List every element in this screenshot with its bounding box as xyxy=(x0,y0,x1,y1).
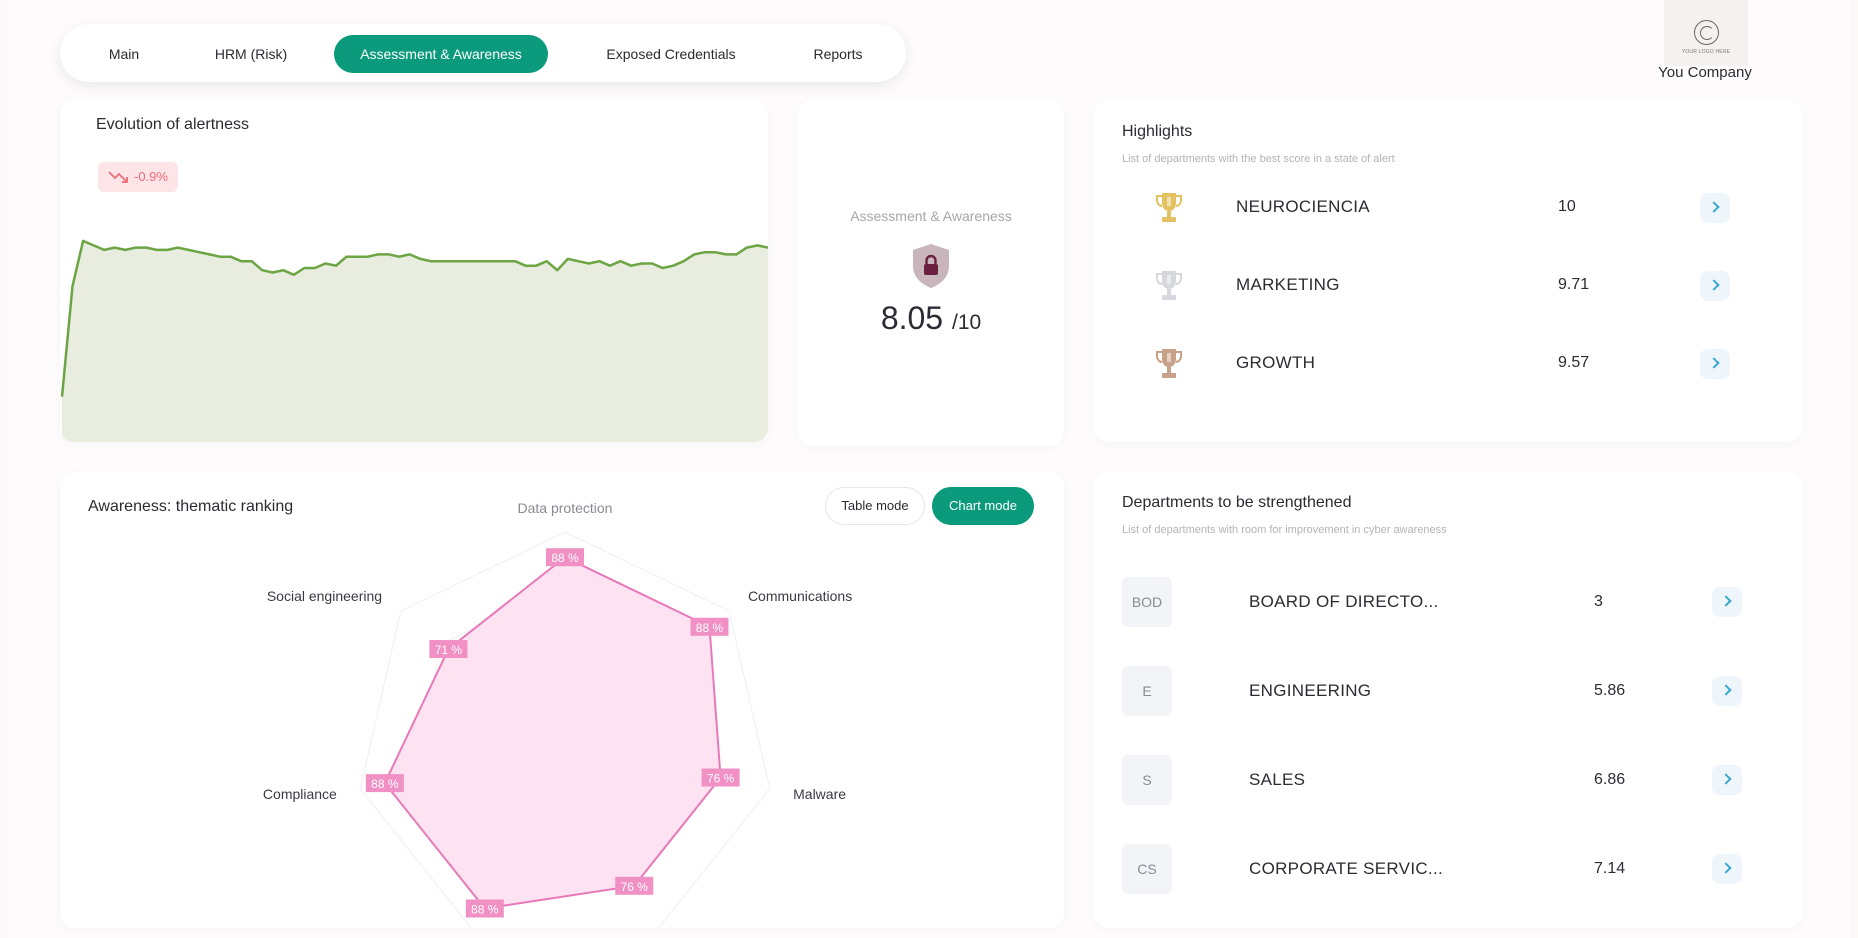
highlight-open-button[interactable] xyxy=(1700,271,1730,301)
chevron-right-icon xyxy=(1708,201,1720,213)
highlight-row: MARKETING 9.71 xyxy=(1094,261,1802,311)
radar-value-label: 76 % xyxy=(707,772,735,786)
ranking-card: Awareness: thematic ranking Table mode C… xyxy=(60,472,1064,928)
radar-value-badge: 76 % xyxy=(701,768,740,787)
silver-trophy-icon xyxy=(1156,271,1182,300)
highlight-open-button[interactable] xyxy=(1700,193,1730,223)
radar-value-label: 76 % xyxy=(621,880,649,894)
evolution-card: Evolution of alertness -0.9% xyxy=(60,100,768,442)
radar-category-label: Communications xyxy=(748,588,852,604)
evolution-line xyxy=(60,239,768,397)
highlights-subtitle: List of departments with the best score … xyxy=(1122,153,1395,165)
departments-title: Departments to be strengthened xyxy=(1122,494,1352,511)
shield-lock-icon xyxy=(913,244,949,288)
tab-exposed-credentials[interactable]: Exposed Credentials xyxy=(606,46,736,62)
company-logo: YOUR LOGO HERE xyxy=(1664,0,1748,66)
department-score: 6.86 xyxy=(1594,771,1626,788)
evolution-area xyxy=(62,240,768,442)
highlight-score: 10 xyxy=(1558,198,1576,215)
radar-category-label: Social engineering xyxy=(267,588,382,604)
radar-value-badge: 88 % xyxy=(690,617,729,636)
radar-value-label: 88 % xyxy=(696,621,724,635)
department-score: 7.14 xyxy=(1594,860,1626,877)
department-score: 5.86 xyxy=(1594,682,1626,699)
department-row: E ENGINEERING 5.86 xyxy=(1094,666,1802,716)
highlight-department-name: MARKETING xyxy=(1236,275,1340,294)
trend-badge: -0.9% xyxy=(98,162,178,192)
chevron-right-icon xyxy=(1720,773,1732,785)
highlights-card: Highlights List of departments with the … xyxy=(1094,100,1802,442)
trend-value: -0.9% xyxy=(134,169,168,184)
chevron-right-icon xyxy=(1720,862,1732,874)
company-name: You Company xyxy=(1658,64,1752,81)
department-row: BOD BOARD OF DIRECTO... 3 xyxy=(1094,577,1802,627)
department-avatar: BOD xyxy=(1122,577,1172,627)
tab-main[interactable]: Main xyxy=(108,46,140,62)
department-name: BOARD OF DIRECTO... xyxy=(1249,592,1439,611)
evolution-chart xyxy=(60,239,768,442)
radar-value-badge: 76 % xyxy=(615,876,654,895)
department-open-button[interactable] xyxy=(1712,854,1742,884)
highlight-row: NEUROCIENCIA 10 xyxy=(1094,183,1802,233)
highlight-department-name: NEUROCIENCIA xyxy=(1236,197,1370,216)
radar-value-label: 88 % xyxy=(551,551,579,565)
tab-reports[interactable]: Reports xyxy=(813,46,863,62)
radar-value-badge: 88 % xyxy=(546,548,584,567)
gold-trophy-icon xyxy=(1156,193,1182,222)
highlight-score: 9.57 xyxy=(1558,354,1590,371)
highlights-title: Highlights xyxy=(1122,123,1193,140)
score-number: 8.05 xyxy=(880,300,944,336)
department-name: SALES xyxy=(1249,770,1306,789)
radar-value-badge: 88 % xyxy=(365,774,404,793)
radar-category-label: Malware xyxy=(793,786,846,802)
radar-category-label: Compliance xyxy=(263,786,337,802)
top-navigation: Main HRM (Risk) Assessment & Awareness E… xyxy=(60,24,906,82)
highlight-department-name: GROWTH xyxy=(1236,353,1316,372)
bronze-trophy-icon xyxy=(1156,349,1182,378)
tab-hrm-risk[interactable]: HRM (Risk) xyxy=(214,46,288,62)
department-avatar: S xyxy=(1122,755,1172,805)
radar-value-badge: 71 % xyxy=(429,640,468,659)
logo-placeholder-text: YOUR LOGO HERE xyxy=(1681,49,1731,55)
radar-value-badge: 88 % xyxy=(465,899,504,918)
department-name: ENGINEERING xyxy=(1249,681,1372,700)
chart-mode-button[interactable]: Chart mode xyxy=(932,487,1034,525)
score-label: Assessment & Awareness xyxy=(850,208,1012,224)
radar-category-label: Data protection xyxy=(518,500,613,516)
score-value: 8.05 /10 xyxy=(798,300,1064,337)
score-card: Assessment & Awareness 8.05 /10 xyxy=(798,100,1064,446)
chevron-right-icon xyxy=(1708,357,1720,369)
tab-assessment-awareness[interactable]: Assessment & Awareness xyxy=(334,35,548,73)
departments-card: Departments to be strengthened List of d… xyxy=(1094,472,1802,928)
department-row: S SALES 6.86 xyxy=(1094,755,1802,805)
department-open-button[interactable] xyxy=(1712,765,1742,795)
highlight-open-button[interactable] xyxy=(1700,349,1730,379)
radar-value-label: 71 % xyxy=(435,643,463,657)
department-row: CS CORPORATE SERVIC... 7.14 xyxy=(1094,844,1802,894)
highlight-row: GROWTH 9.57 xyxy=(1094,339,1802,389)
score-denominator: /10 xyxy=(951,311,982,334)
department-avatar: E xyxy=(1122,666,1172,716)
chevron-right-icon xyxy=(1708,279,1720,291)
highlight-score: 9.71 xyxy=(1558,276,1590,293)
trend-down-icon xyxy=(108,171,128,183)
radar-chart: 88 % 88 % 76 % 76 % 88 % 88 % 71 % Data protect… xyxy=(263,500,852,928)
chevron-right-icon xyxy=(1720,595,1732,607)
radar-value-label: 88 % xyxy=(371,777,399,791)
department-name: CORPORATE SERVIC... xyxy=(1249,859,1443,878)
departments-subtitle: List of departments with room for improv… xyxy=(1122,524,1447,536)
ranking-title: Awareness: thematic ranking xyxy=(88,498,294,515)
table-mode-button[interactable]: Table mode xyxy=(825,487,925,525)
radar-value-label: 88 % xyxy=(471,902,499,916)
chevron-right-icon xyxy=(1720,684,1732,696)
department-open-button[interactable] xyxy=(1712,676,1742,706)
radar-grid-ring xyxy=(359,531,771,928)
department-avatar: CS xyxy=(1122,844,1172,894)
radar-series-area xyxy=(383,556,722,910)
department-score: 3 xyxy=(1594,593,1603,610)
department-open-button[interactable] xyxy=(1712,587,1742,617)
evolution-title: Evolution of alertness xyxy=(96,116,249,133)
logo-mark-icon xyxy=(1694,20,1719,45)
